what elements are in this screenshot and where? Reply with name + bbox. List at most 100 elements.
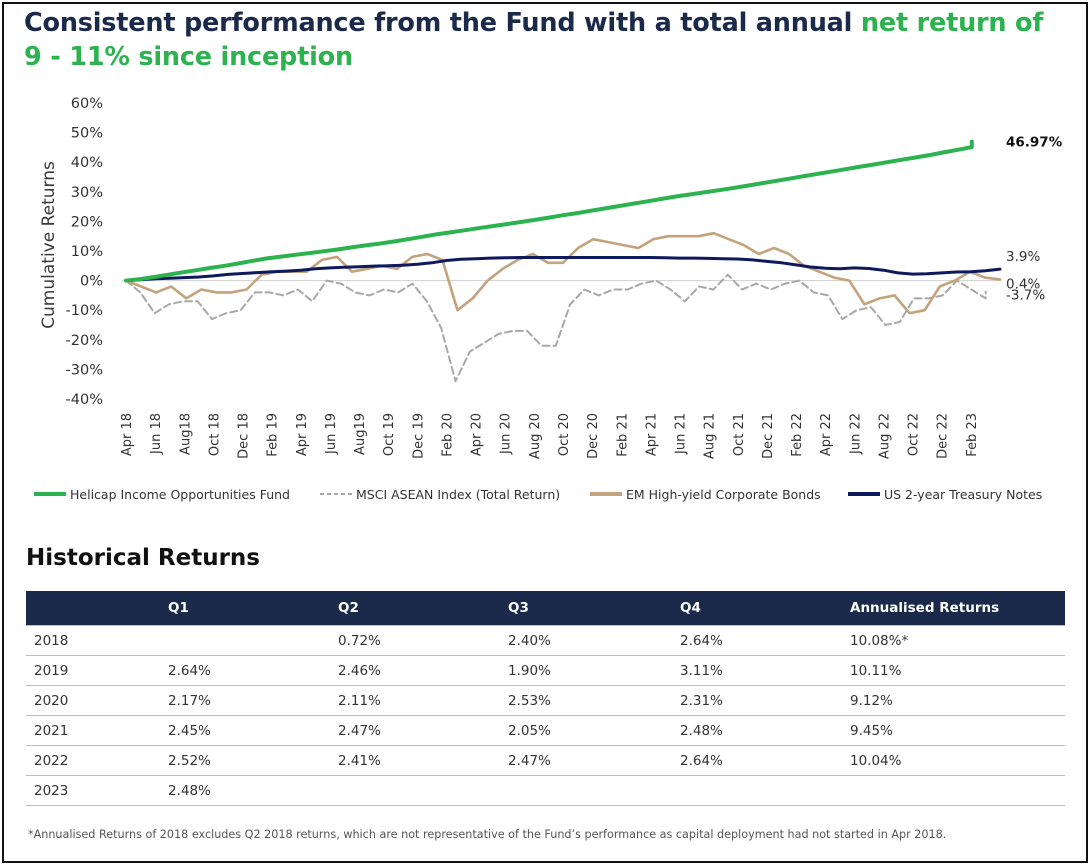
x-tick-label: Feb 20 <box>440 413 455 457</box>
y-tick-label: -20% <box>66 333 103 349</box>
cell-q2: 0.72% <box>338 625 508 656</box>
cell-year: 2019 <box>26 655 168 686</box>
legend-label: EM High-yield Corporate Bonds <box>626 487 821 502</box>
y-tick-label: 30% <box>71 185 103 201</box>
cell-annualised: 10.08%* <box>850 625 1065 656</box>
legend-label: MSCI ASEAN Index (Total Return) <box>356 487 560 502</box>
table-row: 2022 2.52% 2.41% 2.47% 2.64% 10.04% <box>26 745 1065 776</box>
y-tick-label: -40% <box>66 392 103 408</box>
x-tick-label: Jun 18 <box>149 413 164 455</box>
x-tick-label: Apr 19 <box>295 413 310 456</box>
cell-q4: 3.11% <box>680 655 850 686</box>
legend-label: US 2-year Treasury Notes <box>884 487 1042 502</box>
cell-q4: 2.48% <box>680 715 850 746</box>
table-row: 2021 2.45% 2.47% 2.05% 2.48% 9.45% <box>26 715 1065 746</box>
x-tick-label: Oct 20 <box>557 413 572 456</box>
title-highlight: net return of 9 - 11% since inception <box>24 8 1044 72</box>
cell-q3: 2.53% <box>508 685 680 716</box>
cell-q1 <box>168 625 338 656</box>
cell-q4: 2.31% <box>680 685 850 716</box>
x-tick-label: Aug 22 <box>877 413 892 459</box>
historical-returns-table: Q1 Q2 Q3 Q4 Annualised Returns 2018 0.72… <box>26 591 1065 806</box>
cell-q4: 2.64% <box>680 745 850 776</box>
legend-label: Helicap Income Opportunities Fund <box>70 487 290 502</box>
end-value-label: 3.9% <box>1006 249 1040 265</box>
cell-q3 <box>508 775 680 806</box>
historical-returns-title: Historical Returns <box>26 545 260 571</box>
header-year <box>26 591 168 626</box>
y-tick-label: 0% <box>80 274 103 290</box>
cell-q1: 2.64% <box>168 655 338 686</box>
header-q2: Q2 <box>338 591 508 626</box>
header-annualised: Annualised Returns <box>850 591 1065 626</box>
table-row: 2018 0.72% 2.40% 2.64% 10.08%* <box>26 625 1065 656</box>
x-tick-label: Feb 22 <box>790 413 805 457</box>
cell-year: 2020 <box>26 685 168 716</box>
chart-end-labels: 46.97% 3.9% 0.4%-3.7% <box>1006 135 1063 304</box>
cell-annualised: 10.11% <box>850 655 1065 686</box>
x-tick-label: Dec 21 <box>761 413 776 459</box>
y-tick-label: 10% <box>71 244 103 260</box>
cell-q1: 2.45% <box>168 715 338 746</box>
cumulative-returns-chart: 60% 50% 40% 30% 20% 10% 0% -10% -20% -30% -40% Cum… <box>34 96 1063 502</box>
x-tick-label: Aug19 <box>353 413 368 455</box>
cell-year: 2018 <box>26 625 168 656</box>
x-tick-label: Jun 22 <box>848 413 863 455</box>
cell-q2: 2.11% <box>338 685 508 716</box>
cell-q2: 2.46% <box>338 655 508 686</box>
title-main: Consistent performance from the Fund wit… <box>24 8 861 38</box>
cell-year: 2021 <box>26 715 168 746</box>
cell-q1: 2.17% <box>168 685 338 716</box>
x-tick-label: Oct 18 <box>207 413 222 456</box>
cell-q2: 2.41% <box>338 745 508 776</box>
cell-q1: 2.52% <box>168 745 338 776</box>
header-q1: Q1 <box>168 591 338 626</box>
x-tick-label: Dec 19 <box>411 413 426 459</box>
y-tick-label: -10% <box>66 303 103 319</box>
cell-annualised: 9.12% <box>850 685 1065 716</box>
x-tick-label: Feb 19 <box>266 413 281 457</box>
cell-q1: 2.48% <box>168 775 338 806</box>
series-line-us-2-year-treasury-notes <box>124 256 1002 283</box>
cell-q3: 2.05% <box>508 715 680 746</box>
x-tick-label: Feb 21 <box>615 413 630 457</box>
series-line-helicap-income-opportunities-fund <box>124 139 974 283</box>
end-value-label: 0.4% <box>1006 276 1040 292</box>
x-tick-label: Oct 19 <box>382 413 397 456</box>
cell-q4 <box>680 775 850 806</box>
y-tick-label: 50% <box>71 126 103 142</box>
y-axis-ticks: 60% 50% 40% 30% 20% 10% 0% -10% -20% -30% -40% <box>66 96 103 408</box>
end-value-label: -3.7% <box>1006 288 1045 304</box>
x-tick-label: Apr 18 <box>120 413 135 456</box>
cell-year: 2023 <box>26 775 168 806</box>
chart-series <box>124 139 1002 383</box>
cell-q3: 2.47% <box>508 745 680 776</box>
header-q4: Q4 <box>680 591 850 626</box>
x-tick-label: Dec 22 <box>936 413 951 459</box>
cell-annualised: 10.04% <box>850 745 1065 776</box>
x-tick-label: Apr 20 <box>470 413 485 456</box>
table-row: 2019 2.64% 2.46% 1.90% 3.11% 10.11% <box>26 655 1065 686</box>
x-tick-label: Apr 22 <box>819 413 834 456</box>
x-tick-label: Apr 21 <box>644 413 659 456</box>
x-tick-label: Feb 23 <box>965 413 980 457</box>
cell-annualised <box>850 775 1065 806</box>
x-tick-label: Dec 20 <box>586 413 601 459</box>
x-axis-ticks: Apr 18 Jun 18 Aug18 Oct 18 Dec 18 Feb 19 Apr 1… <box>120 413 980 459</box>
chart-legend: Helicap Income Opportunities Fund MSCI AS… <box>34 487 1042 502</box>
series-line-msci-asean-index-total-return <box>125 273 987 383</box>
table-row: 2020 2.17% 2.11% 2.53% 2.31% 9.12% <box>26 685 1065 716</box>
x-tick-label: Aug 21 <box>703 413 718 459</box>
y-tick-label: -30% <box>66 362 103 378</box>
x-tick-label: Dec 18 <box>237 413 252 459</box>
cell-q3: 2.40% <box>508 625 680 656</box>
cell-q2: 2.47% <box>338 715 508 746</box>
cell-annualised: 9.45% <box>850 715 1065 746</box>
header-q3: Q3 <box>508 591 680 626</box>
cell-q3: 1.90% <box>508 655 680 686</box>
x-tick-label: Jun 21 <box>674 413 689 455</box>
end-value-label: 46.97% <box>1006 135 1063 151</box>
cell-q4: 2.64% <box>680 625 850 656</box>
y-tick-label: 40% <box>71 155 103 171</box>
y-tick-label: 60% <box>71 96 103 112</box>
